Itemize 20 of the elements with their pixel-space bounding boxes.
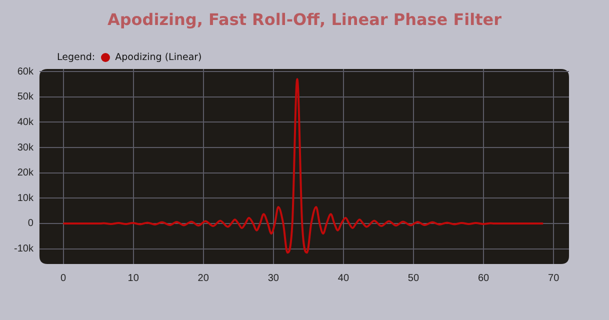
y-tick-label: 40k	[17, 116, 34, 128]
y-tick-label: 60k	[17, 66, 34, 78]
x-tick-label: 30	[268, 272, 280, 284]
y-tick-label: 30k	[17, 142, 34, 154]
y-tick-label: 50k	[17, 92, 34, 103]
legend-label: Apodizing (Linear)	[115, 52, 202, 63]
x-tick-label: 60	[478, 272, 490, 284]
x-tick-label: 20	[198, 272, 210, 284]
y-tick-label: 20k	[17, 168, 34, 179]
legend-title: Legend:	[57, 52, 96, 63]
x-tick-label: 70	[548, 272, 560, 284]
x-tick-label: 40	[338, 272, 350, 284]
line-series	[62, 78, 544, 254]
x-tick-label: 50	[408, 272, 420, 284]
chart-title: Apodizing, Fast Roll-Off, Linear Phase Filter	[106, 10, 503, 29]
y-tick-label: 10k	[17, 192, 34, 204]
y-tick-label: -10k	[14, 244, 34, 255]
x-tick-label: 0	[60, 272, 66, 284]
x-tick-label: 10	[128, 272, 140, 284]
y-tick-label: 0	[28, 218, 34, 230]
